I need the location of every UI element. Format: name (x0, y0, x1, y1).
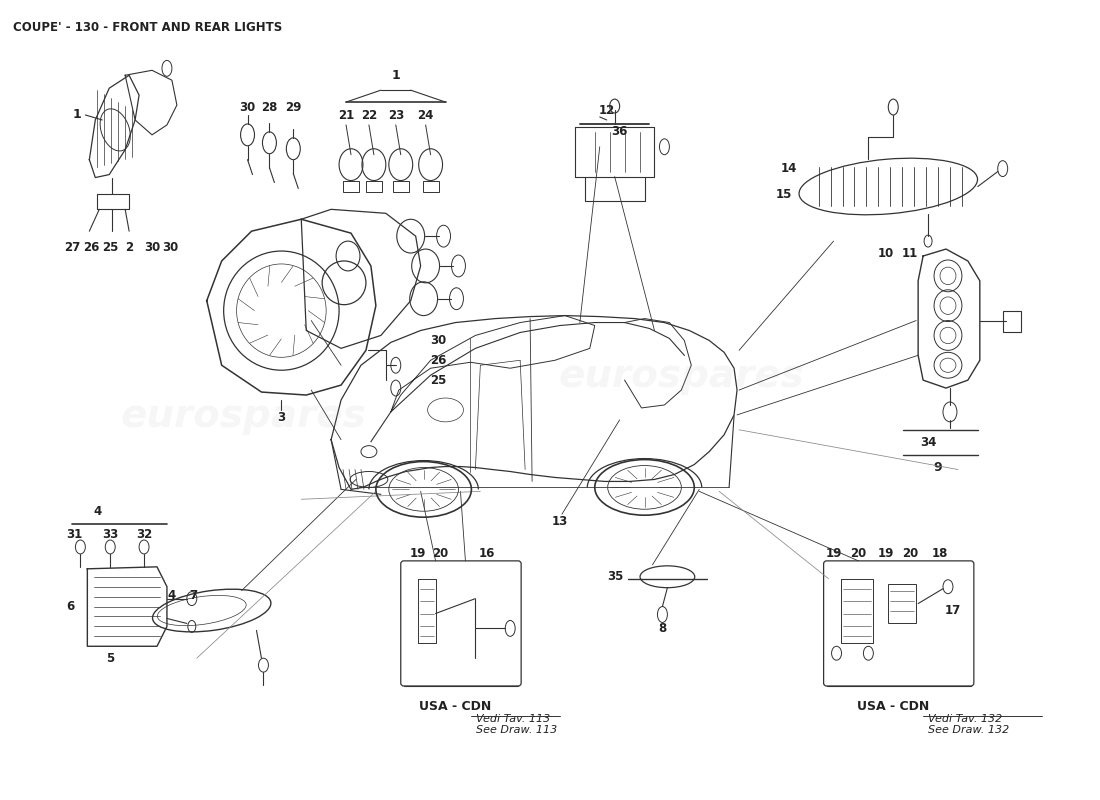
Bar (422, 181, 439, 193)
Text: 14: 14 (781, 162, 798, 175)
Text: USA - CDN: USA - CDN (857, 700, 929, 713)
Text: 3: 3 (277, 411, 285, 424)
Text: 28: 28 (261, 101, 277, 114)
Bar (1003, 310, 1021, 333)
Bar (366, 181, 382, 193)
Text: 12: 12 (598, 103, 615, 117)
Text: 19: 19 (825, 547, 842, 561)
Text: 35: 35 (607, 570, 624, 583)
Bar (343, 181, 359, 193)
Text: 26: 26 (84, 241, 99, 254)
Text: 8: 8 (658, 622, 667, 635)
Text: 25: 25 (430, 374, 447, 386)
Text: 17: 17 (945, 604, 961, 617)
Text: 24: 24 (417, 110, 433, 122)
Text: 25: 25 (102, 241, 119, 254)
Text: 1: 1 (392, 69, 400, 82)
Text: eurospares: eurospares (121, 397, 366, 435)
Text: 23: 23 (387, 110, 404, 122)
Text: 30: 30 (162, 241, 178, 254)
Text: 6: 6 (66, 600, 75, 613)
Text: 7: 7 (189, 589, 198, 602)
Text: 18: 18 (932, 547, 948, 561)
Text: COUPE' - 130 - FRONT AND REAR LIGHTS: COUPE' - 130 - FRONT AND REAR LIGHTS (13, 21, 282, 34)
Text: 19: 19 (878, 547, 894, 561)
Text: 16: 16 (480, 547, 495, 561)
Text: 19: 19 (409, 547, 426, 561)
Text: 27: 27 (64, 241, 80, 254)
Text: Vedi Tav. 113
See Draw. 113: Vedi Tav. 113 See Draw. 113 (475, 714, 557, 735)
Text: 22: 22 (361, 110, 377, 122)
Text: Vedi Tav. 132
See Draw. 132: Vedi Tav. 132 See Draw. 132 (927, 714, 1009, 735)
Bar (889, 584, 916, 623)
Text: 30: 30 (144, 241, 161, 254)
Text: 36: 36 (612, 126, 628, 138)
Text: 13: 13 (552, 514, 568, 528)
Text: 26: 26 (430, 354, 447, 366)
Text: 30: 30 (430, 334, 447, 347)
Text: 29: 29 (285, 101, 301, 114)
Text: 1: 1 (73, 109, 81, 122)
Bar (393, 181, 409, 193)
Text: 34: 34 (920, 436, 936, 450)
Text: 21: 21 (338, 110, 354, 122)
Text: 11: 11 (902, 246, 918, 259)
Text: USA - CDN: USA - CDN (419, 700, 492, 713)
Text: 15: 15 (776, 188, 792, 201)
Text: 20: 20 (432, 547, 449, 561)
Text: 4: 4 (94, 505, 101, 518)
Text: 32: 32 (136, 527, 152, 541)
Text: 30: 30 (240, 101, 255, 114)
Text: 5: 5 (106, 652, 114, 665)
Text: 4: 4 (168, 589, 176, 602)
Text: 33: 33 (102, 527, 119, 541)
Text: 9: 9 (934, 461, 943, 474)
Text: 31: 31 (66, 527, 82, 541)
Text: eurospares: eurospares (559, 357, 804, 395)
Text: 10: 10 (878, 246, 894, 259)
Text: 20: 20 (850, 547, 867, 561)
Text: 20: 20 (902, 547, 918, 561)
Text: 2: 2 (125, 241, 133, 254)
